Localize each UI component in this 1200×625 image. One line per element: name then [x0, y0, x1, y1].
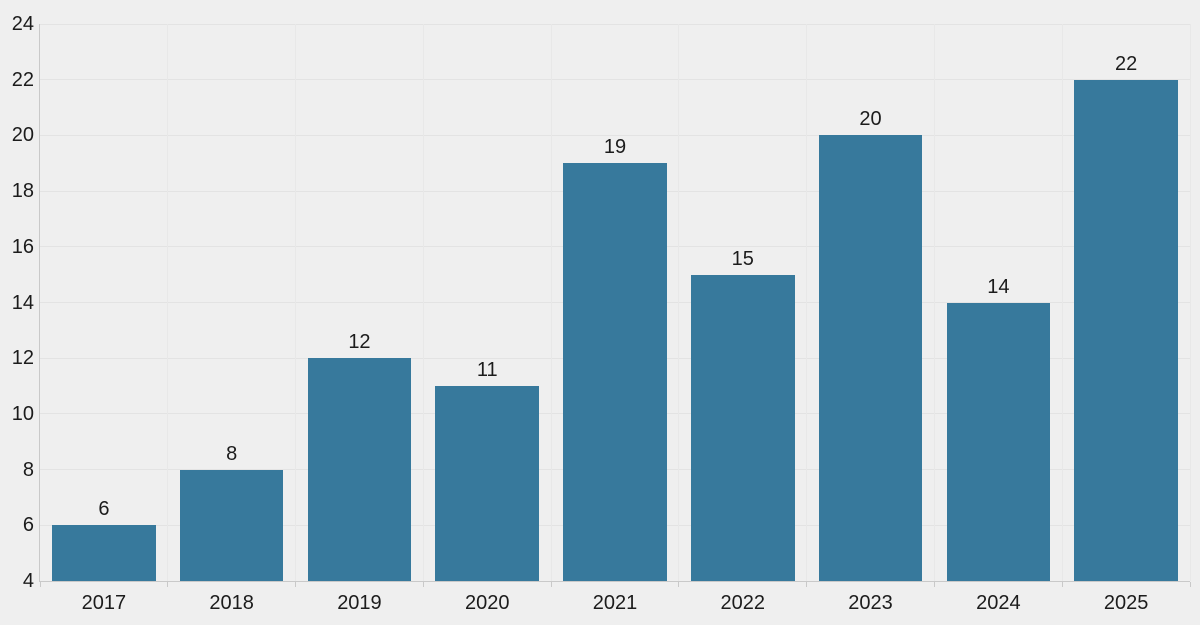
y-axis-label: 14 — [11, 291, 34, 314]
bar-value-label: 8 — [226, 442, 238, 465]
bar — [946, 302, 1051, 581]
bar-value-label: 20 — [859, 108, 882, 131]
x-axis-label: 2019 — [337, 592, 382, 614]
y-axis-label: 6 — [22, 514, 34, 537]
x-axis-tick — [1061, 582, 1063, 587]
bar — [179, 469, 284, 581]
y-axis-label: 10 — [11, 402, 34, 425]
v-gridline — [1189, 24, 1191, 581]
bar-value-label: 19 — [603, 136, 627, 159]
y-axis-label: 4 — [22, 570, 34, 592]
h-gridline — [40, 79, 1190, 81]
x-axis-label: 2024 — [976, 592, 1021, 614]
x-axis-label: 2021 — [592, 592, 638, 614]
y-axis-label: 20 — [11, 124, 34, 147]
x-axis-tick — [422, 582, 424, 587]
x-axis-tick — [39, 582, 41, 587]
bar — [563, 163, 667, 581]
h-gridline — [40, 23, 1190, 25]
x-axis-label: 2017 — [81, 592, 127, 614]
x-axis-tick — [1189, 582, 1191, 587]
x-axis-tick — [550, 582, 552, 587]
x-axis-label: 2018 — [209, 592, 254, 614]
y-axis-label: 18 — [11, 180, 34, 203]
v-gridline — [422, 24, 424, 581]
y-axis-label: 12 — [11, 347, 34, 370]
bar-value-label: 6 — [98, 498, 110, 521]
bar-value-label: 14 — [987, 275, 1010, 298]
bar — [818, 135, 923, 581]
bar-value-label: 15 — [731, 247, 754, 270]
x-axis-label: 2025 — [1103, 592, 1149, 614]
x-axis-label: 2022 — [720, 592, 766, 614]
v-gridline — [295, 24, 297, 581]
x-axis-tick — [933, 582, 935, 587]
x-axis-tick — [167, 582, 169, 587]
v-gridline — [1061, 24, 1063, 581]
x-axis-tick — [295, 582, 297, 587]
v-gridline — [806, 24, 808, 581]
bar — [691, 274, 795, 581]
h-gridline — [40, 134, 1190, 136]
v-gridline — [167, 24, 169, 581]
v-gridline — [933, 24, 935, 581]
x-axis-label: 2020 — [464, 592, 510, 614]
bar — [52, 525, 156, 581]
x-axis-tick — [678, 582, 680, 587]
bar — [1074, 79, 1178, 581]
v-gridline — [678, 24, 680, 581]
y-axis-label: 8 — [22, 458, 34, 481]
bar-value-label: 11 — [476, 359, 498, 382]
bar — [307, 358, 412, 581]
bar-value-label: 12 — [348, 331, 371, 354]
y-axis-label: 24 — [11, 13, 34, 35]
y-axis-label: 16 — [11, 235, 34, 258]
v-gridline — [550, 24, 552, 581]
x-axis-label: 2023 — [848, 592, 893, 614]
y-axis-label: 22 — [11, 68, 34, 91]
x-axis-line — [39, 581, 1190, 582]
bar — [435, 386, 539, 581]
y-axis-line — [39, 24, 40, 581]
bar-value-label: 22 — [1114, 52, 1138, 75]
x-axis-tick — [806, 582, 808, 587]
plot-area: 6 8 12 11 19 15 20 14 22 — [39, 23, 1191, 587]
